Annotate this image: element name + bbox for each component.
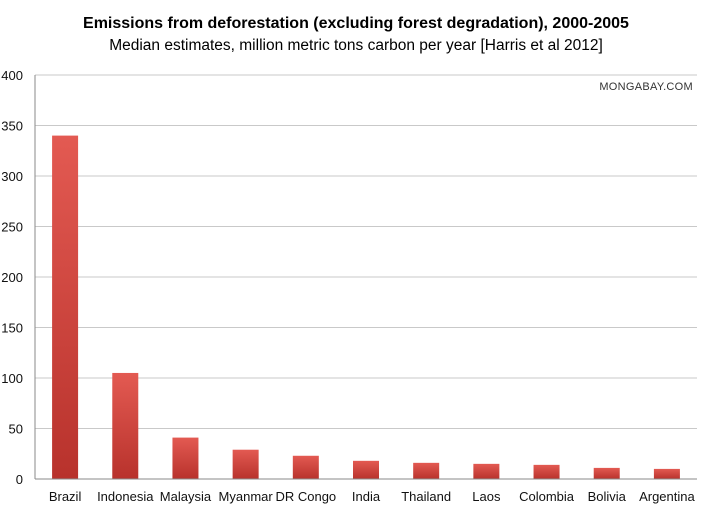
bar-brazil — [52, 135, 79, 479]
x-tick-label: Thailand — [401, 489, 451, 504]
bar-indonesia — [112, 372, 139, 479]
x-tick-label: Argentina — [639, 489, 695, 504]
y-tick-label: 350 — [1, 119, 23, 134]
y-tick-label: 250 — [1, 220, 23, 235]
x-tick-label: Colombia — [519, 489, 575, 504]
x-tick-label: Bolivia — [588, 489, 627, 504]
x-tick-label: Indonesia — [97, 489, 154, 504]
x-tick-label: Brazil — [49, 489, 82, 504]
bar-myanmar — [232, 449, 259, 479]
x-tick-label: DR Congo — [275, 489, 336, 504]
chart-title: Emissions from deforestation (excluding … — [83, 15, 629, 32]
watermark-label: MONGABAY.COM — [599, 81, 693, 93]
bar-argentina — [653, 468, 680, 479]
y-tick-label: 150 — [1, 321, 23, 336]
x-tick-label: Laos — [472, 489, 501, 504]
y-tick-label: 100 — [1, 371, 23, 386]
y-tick-label: 50 — [9, 422, 23, 437]
bar-bolivia — [593, 467, 620, 479]
x-tick-label: Myanmar — [219, 489, 274, 504]
y-axis: 0 50 100 150 200 250 300 350 400 — [1, 68, 23, 487]
bar-colombia — [533, 464, 560, 479]
bar-thailand — [413, 462, 440, 479]
x-tick-label: Malaysia — [160, 489, 212, 504]
chart-subtitle: Median estimates, million metric tons ca… — [109, 37, 603, 54]
y-tick-label: 0 — [16, 472, 23, 487]
y-tick-label: 200 — [1, 270, 23, 285]
x-axis: Brazil Indonesia Malaysia Myanmar DR Congo In… — [49, 489, 696, 504]
bar-dr-congo — [292, 455, 319, 479]
bars-layer — [52, 135, 680, 479]
y-tick-label: 300 — [1, 169, 23, 184]
bar-laos — [473, 463, 500, 479]
y-tick-label: 400 — [1, 68, 23, 83]
bar-india — [353, 460, 379, 479]
bar-malaysia — [172, 437, 199, 479]
grid-layer — [35, 74, 697, 429]
x-tick-label: India — [352, 489, 381, 504]
